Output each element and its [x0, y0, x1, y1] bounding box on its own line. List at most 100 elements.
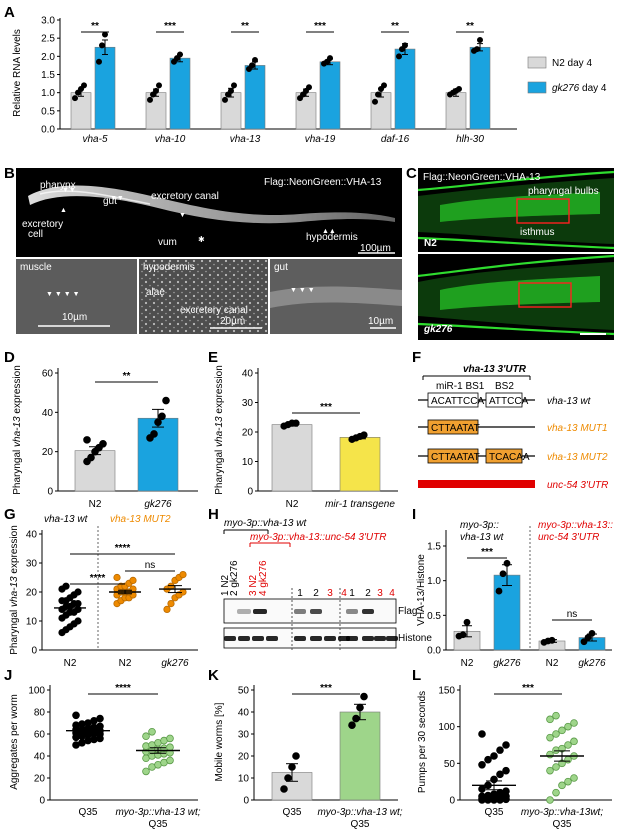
panel-k-xtick-label: Q35 [351, 819, 370, 830]
panel-i-ytick-label: 0.0 [427, 646, 441, 657]
panel-i-point [499, 570, 507, 578]
panel-d-xtick-label: gk276 [144, 499, 172, 510]
panel-a-ytick-label: 2.0 [41, 52, 55, 63]
panel-g-point [163, 605, 171, 614]
panel-i-point [584, 634, 592, 641]
panel-label-i: I [412, 506, 416, 523]
svg-text:N2: N2 [424, 238, 437, 249]
panel-k-ytick-label: 10 [238, 774, 250, 785]
panel-l-point [552, 711, 560, 720]
panel-l-point [484, 755, 492, 764]
svg-text:gut: gut [103, 196, 117, 207]
svg-text:myo-3p::vha-13 wt: myo-3p::vha-13 wt [224, 518, 307, 529]
panel-label-a: A [4, 4, 15, 21]
panel-g-sig-label: **** [115, 543, 131, 554]
panel-h-lane-label: 1 N2 [220, 574, 231, 596]
panel-j-ytick-label: 80 [34, 708, 46, 719]
panel-g-ytick-label: 20 [26, 588, 38, 599]
panel-a-bar [319, 61, 341, 130]
svg-text:isthmus: isthmus [520, 227, 554, 238]
panel-a-point [371, 98, 378, 105]
panel-k-point [356, 703, 364, 712]
panel-label-g: G [4, 506, 16, 523]
svg-text:excretory canal: excretory canal [180, 305, 248, 316]
panel-label-d: D [4, 349, 15, 366]
panel-l-point [478, 760, 486, 769]
panel-a-xtick-label: vha-19 [305, 134, 336, 145]
panel-j-sig-label: **** [115, 683, 131, 694]
panel-j-point [142, 767, 150, 776]
panel-e-chart: 0 10 20 30 40 Pharyngal vha-13 expression N2… [214, 365, 398, 510]
panel-k-ylabel: Mobile worms [%] [214, 702, 225, 781]
panel-i-point [548, 636, 556, 644]
panel-a-chart: 0.0 0.5 1.0 1.5 2.0 2.5 3.0 Relative RNA level… [12, 16, 607, 146]
panel-g-point [113, 573, 121, 582]
panel-a-sig-label: ** [391, 21, 399, 32]
panel-j-point [96, 722, 104, 731]
panel-g-point [129, 576, 137, 585]
panel-k-point [352, 714, 360, 723]
svg-text:gut: gut [274, 262, 288, 273]
panel-d-ytick-label: 0 [47, 487, 53, 498]
panel-d-ytick-label: 40 [42, 408, 54, 419]
panel-l-ylabel: Pumps per 30 seconds [417, 691, 428, 793]
panel-i-point [503, 559, 511, 567]
panel-h-lane-number: 3 [327, 588, 333, 599]
svg-text:gk276: gk276 [423, 324, 453, 335]
panel-k-ytick-label: 30 [238, 730, 250, 741]
panel-i-point [495, 587, 503, 595]
panel-i-ytick-label: 0.5 [427, 611, 441, 622]
panel-l-ytick-label: 150 [438, 686, 455, 697]
panel-a-point [146, 96, 153, 103]
panel-a-point [395, 53, 402, 60]
svg-text:CTTAATAT: CTTAATAT [431, 452, 480, 463]
panel-e-point [292, 419, 300, 427]
panel-g-xtick-label: N2 [119, 658, 132, 669]
svg-text:▼▼: ▼▼ [110, 195, 124, 202]
panel-h-flag-band [237, 609, 251, 614]
panel-a-ytick-label: 0.0 [41, 125, 55, 136]
panel-a-point [72, 95, 79, 102]
panel-l-xtick-label: Q35 [485, 807, 504, 818]
panel-l-point [478, 785, 486, 793]
svg-text:vha-13 MUT1: vha-13 MUT1 [547, 423, 608, 434]
panel-a-xtick-label: vha-13 [230, 134, 261, 145]
panel-a-sig-label: ** [91, 21, 99, 32]
panel-l-point [496, 746, 504, 754]
panel-a-point [374, 91, 381, 98]
svg-text:▼ ▼ ▼ ▼: ▼ ▼ ▼ ▼ [46, 291, 80, 298]
panel-k-point [280, 785, 288, 793]
panel-a-bar [244, 65, 266, 130]
panel-label-e: E [208, 349, 218, 366]
panel-g-point [62, 582, 70, 590]
panel-label-k: K [208, 667, 219, 684]
panel-l-point [564, 777, 572, 786]
svg-text:▼: ▼ [179, 212, 186, 219]
svg-text:100µm: 100µm [360, 243, 391, 254]
panel-g-ytick-label: 30 [26, 559, 38, 570]
panel-i-ytick-label: 1.0 [427, 576, 441, 587]
panel-h-lane-number: 1 [297, 588, 303, 599]
panel-h-lane-number: 2 [313, 588, 319, 599]
panel-e-ytick-label: 30 [242, 398, 254, 409]
panel-a-point [326, 55, 333, 62]
panel-d-sig-label: ** [123, 371, 131, 382]
panel-a-ytick-label: 1.0 [41, 88, 55, 99]
panel-d-bar [74, 450, 116, 492]
panel-h-flag-band [294, 609, 306, 614]
svg-text:Flag: Flag [398, 606, 417, 617]
panel-l-point [546, 750, 554, 759]
panel-d-point [154, 418, 162, 426]
svg-text:hypodermis: hypodermis [306, 232, 358, 243]
panel-l-point [564, 741, 572, 749]
panel-e-ytick-label: 10 [242, 457, 254, 468]
panel-h-histone-band [374, 636, 386, 641]
svg-text:unc-54 3'UTR: unc-54 3'UTR [538, 532, 599, 543]
panel-a-point [221, 96, 228, 103]
panel-i-sig-label: *** [481, 547, 493, 558]
panel-d-xtick-label: N2 [89, 499, 102, 510]
panel-g-xtick-label: N2 [64, 658, 77, 669]
panel-a-xtick-label: hlh-30 [456, 134, 484, 145]
panel-l-ytick-label: 50 [444, 759, 456, 770]
